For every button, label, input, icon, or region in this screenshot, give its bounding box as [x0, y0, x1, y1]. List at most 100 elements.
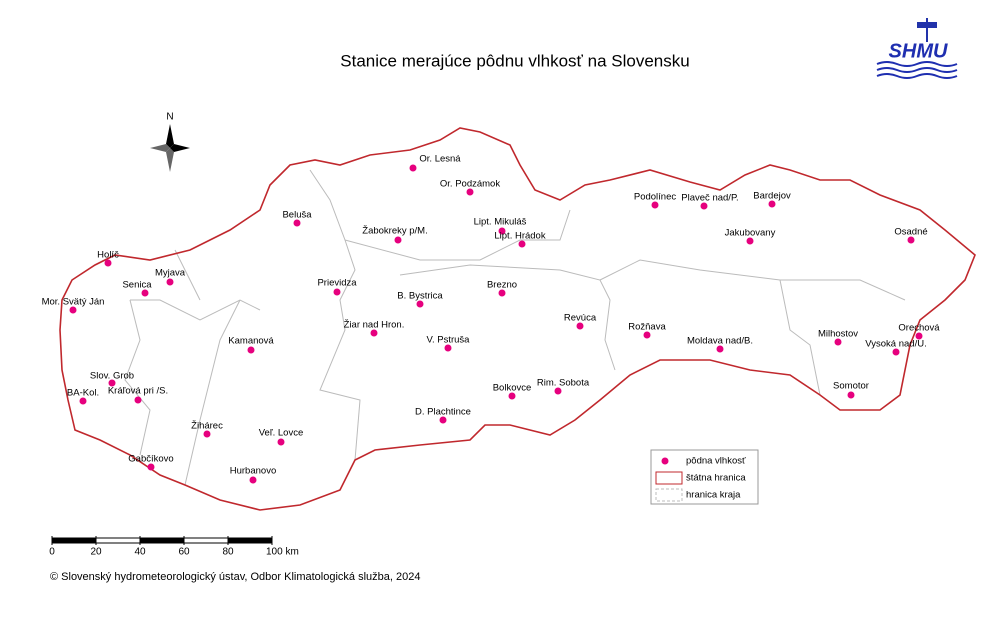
station-label: Senica [122, 280, 152, 291]
station-dot [700, 202, 708, 210]
station-label: Revúca [564, 313, 597, 324]
station-dot [247, 346, 255, 354]
station-dot [576, 322, 584, 330]
station-label: Rim. Sobota [537, 378, 590, 389]
scale-label: 20 [90, 547, 102, 558]
north-arrow: N [150, 112, 190, 172]
station-label: Mor. Svätý Ján [42, 297, 105, 308]
legend-swatch [655, 471, 683, 485]
station-label: Bolkovce [493, 383, 532, 394]
scale-label: 80 [222, 547, 234, 558]
station-label: Kamanová [228, 336, 274, 347]
station-label: Lipt. Hrádok [494, 231, 545, 242]
station-label: Beluša [282, 210, 312, 221]
legend-dot [661, 457, 669, 465]
scale-segment [183, 537, 229, 544]
station-label: Lipt. Mikuláš [474, 217, 527, 228]
station-dot [847, 391, 855, 399]
legend-label: štátna hranica [686, 473, 746, 484]
station-dot [134, 396, 142, 404]
station-dot [409, 164, 417, 172]
scale-label: 100 km [266, 547, 299, 558]
station-dot [277, 438, 285, 446]
station-label: Bardejov [753, 191, 791, 202]
station-label: Podolínec [634, 192, 677, 203]
station-dot [439, 416, 447, 424]
station-dot [293, 219, 301, 227]
station-dot [892, 348, 900, 356]
station-label: Milhostov [818, 329, 858, 340]
station-label: Veľ. Lovce [259, 428, 304, 439]
station-label: Or. Podzámok [440, 179, 500, 190]
station-label: Rožňava [628, 322, 666, 333]
station-dot [370, 329, 378, 337]
station-label: Žihárec [191, 421, 223, 432]
legend-box [650, 449, 759, 505]
station-dot [498, 227, 506, 235]
station-dot [643, 331, 651, 339]
station-label: Žiar nad Hron. [344, 320, 405, 331]
station-dot [508, 392, 516, 400]
station-dot [203, 430, 211, 438]
scale-label: 40 [134, 547, 146, 558]
station-label: Somotor [833, 381, 869, 392]
station-label: BA-Kol. [67, 388, 99, 399]
station-label: Jakubovany [725, 228, 776, 239]
logo-text: SHMU [889, 40, 948, 62]
station-dot [166, 278, 174, 286]
station-dot [444, 344, 452, 352]
legend-label: pôdna vlhkosť [686, 456, 746, 467]
station-label: Žabokreky p/M. [362, 226, 427, 237]
station-label: Osadné [894, 227, 927, 238]
station-dot [518, 240, 526, 248]
station-label: Brezno [487, 280, 517, 291]
station-dot [907, 236, 915, 244]
station-dot [651, 201, 659, 209]
station-dot [834, 338, 842, 346]
station-dot [147, 463, 155, 471]
station-dot [915, 332, 923, 340]
station-label: Prievidza [317, 278, 357, 289]
station-label: Plaveč nad/P. [681, 193, 738, 204]
scale-segment [95, 537, 141, 544]
station-dot [554, 387, 562, 395]
scale-segment [51, 537, 97, 544]
station-dot [69, 306, 77, 314]
logo: SHMU [876, 18, 958, 79]
station-label: Slov. Grob [90, 371, 134, 382]
station-label: D. Plachtince [415, 407, 471, 418]
station-label: Orechová [898, 323, 940, 334]
station-label: Myjava [155, 268, 186, 279]
north-label: N [166, 112, 173, 123]
station-dot [716, 345, 724, 353]
station-dot [141, 289, 149, 297]
station-dot [249, 476, 257, 484]
station-dot [416, 300, 424, 308]
station-dot [333, 288, 341, 296]
station-label: Vysoká nad/U. [865, 339, 926, 350]
station-dot [104, 259, 112, 267]
station-dot [498, 289, 506, 297]
stations: Or. Lesná Or. Podzámok Lipt. Mikuláš Lipt. … [42, 154, 940, 484]
scale-segment [227, 537, 273, 544]
scale-label: 0 [49, 547, 55, 558]
station-dot [746, 237, 754, 245]
region-borders [124, 169, 906, 486]
station-dot [79, 397, 87, 405]
scale-label: 60 [178, 547, 190, 558]
legend-swatch [655, 488, 683, 502]
legend-label: hranica kraja [686, 490, 741, 501]
station-label: Moldava nad/B. [687, 336, 753, 347]
map-title: Stanice merajúce pôdnu vlhkosť na Sloven… [340, 51, 689, 70]
station-dot [108, 379, 116, 387]
station-label: Or. Lesná [419, 154, 461, 165]
station-label: Hurbanovo [230, 466, 276, 477]
footer: © Slovenský hydrometeorologický ústav, O… [50, 571, 420, 583]
station-dot [466, 188, 474, 196]
station-label: Kráľová pri /S. [108, 386, 168, 397]
legend: pôdna vlhkosť štátna hranica hranica kra… [650, 449, 759, 505]
station-label: Gabčíkovo [128, 454, 173, 465]
station-dot [394, 236, 402, 244]
